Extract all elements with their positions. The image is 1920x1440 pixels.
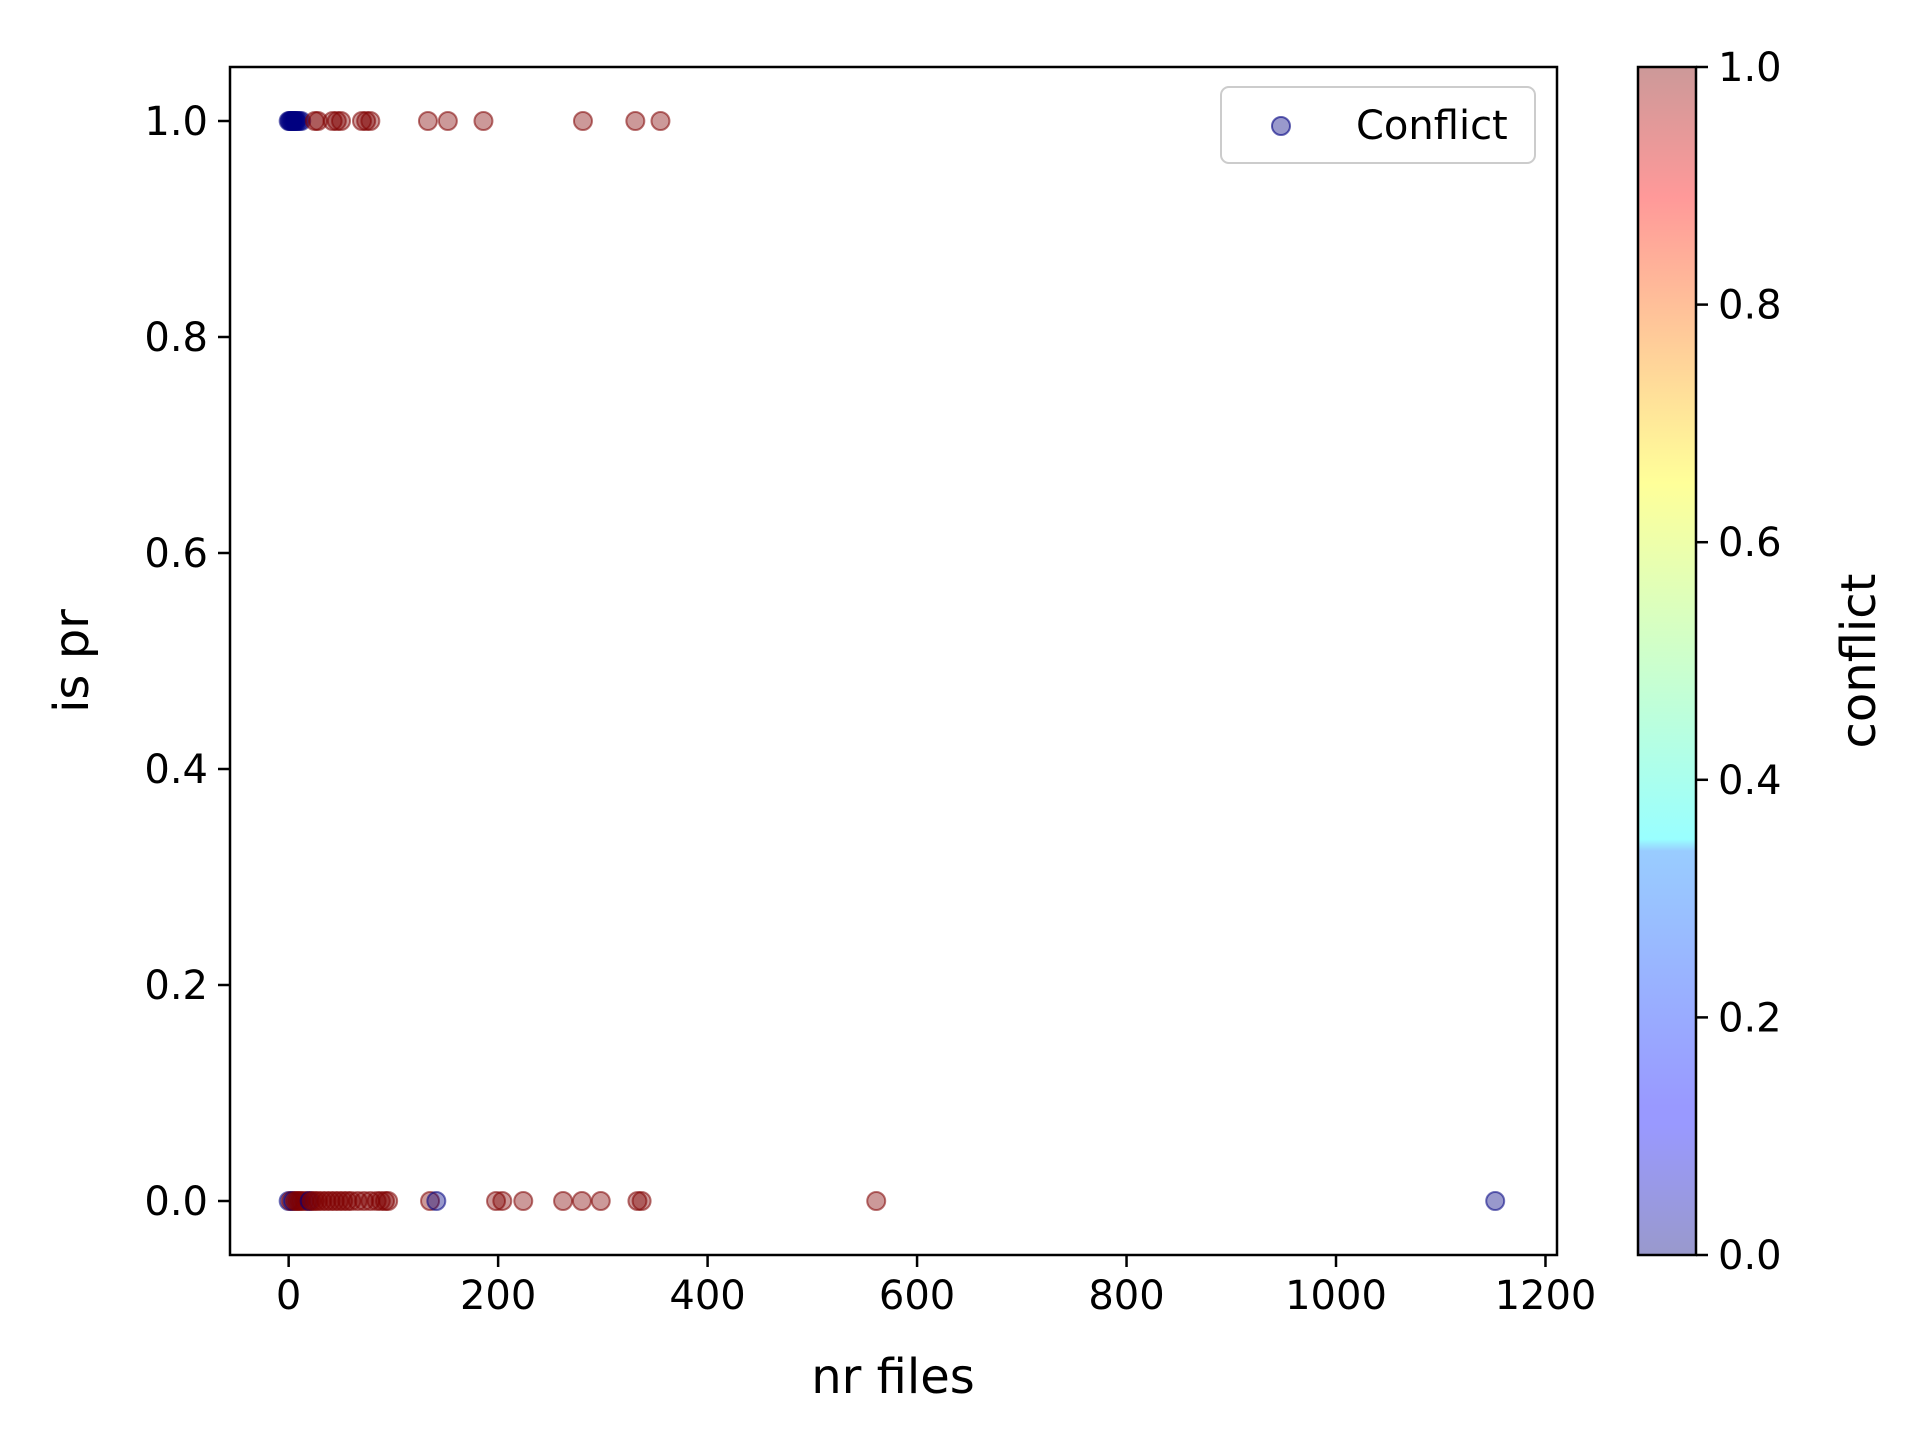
colorbar-tick-label: 1.0 — [1718, 45, 1782, 91]
data-point — [650, 111, 671, 131]
colorbar-tick-label: 0.8 — [1718, 283, 1782, 329]
x-tick-label: 1200 — [1495, 1273, 1597, 1319]
colorbar-frame — [1636, 65, 1698, 1257]
colorbar-tick-label: 0.6 — [1718, 520, 1782, 566]
data-point — [420, 1191, 441, 1211]
colorbar-tick-label: 0.2 — [1718, 995, 1782, 1041]
x-tick-label: 0 — [276, 1273, 301, 1319]
data-point — [1485, 1191, 1506, 1211]
y-tick-label: 0.8 — [144, 315, 208, 361]
x-tick-label: 200 — [460, 1273, 536, 1319]
data-point — [590, 1191, 611, 1211]
x-tick-label: 800 — [1088, 1273, 1164, 1319]
colorbar: 0.0 0.2 0.4 0.6 0.8 1.0 conflict — [1636, 45, 1887, 1279]
data-point — [571, 1191, 592, 1211]
legend: Conflict — [1220, 86, 1536, 164]
data-point — [378, 1191, 399, 1211]
data-point — [513, 1191, 534, 1211]
data-point — [417, 111, 438, 131]
y-tick-label: 0.2 — [144, 963, 208, 1009]
y-tick-label: 0.6 — [144, 531, 208, 577]
x-tick-label: 400 — [669, 1273, 745, 1319]
colorbar-label: conflict — [1831, 574, 1887, 749]
data-point — [631, 1191, 652, 1211]
x-tick-label: 1000 — [1285, 1273, 1387, 1319]
data-point — [291, 111, 312, 131]
x-axis: 0 200 400 600 800 1000 1200 — [276, 1255, 1596, 1319]
y-axis-label: is pr — [44, 609, 100, 713]
y-axis: 0.0 0.2 0.4 0.6 0.8 1.0 — [144, 99, 230, 1225]
colorbar-tick-label: 0.0 — [1718, 1233, 1782, 1279]
colorbar-tick-label: 0.4 — [1718, 758, 1782, 804]
data-point — [331, 111, 352, 131]
data-point — [625, 111, 646, 131]
data-point — [360, 111, 381, 131]
colorbar-ticks: 0.0 0.2 0.4 0.6 0.8 1.0 — [1696, 45, 1782, 1279]
data-point — [553, 1191, 574, 1211]
data-points — [278, 111, 1506, 1211]
legend-label: Conflict — [1356, 103, 1508, 149]
data-point — [866, 1191, 887, 1211]
data-point — [486, 1191, 507, 1211]
y-tick-label: 0.0 — [144, 1179, 208, 1225]
data-point — [437, 111, 458, 131]
legend-box — [1220, 86, 1536, 164]
data-point — [492, 1191, 513, 1211]
data-point — [572, 111, 593, 131]
data-point — [426, 1191, 447, 1211]
x-axis-label: nr files — [811, 1349, 975, 1405]
y-tick-label: 0.4 — [144, 747, 208, 793]
plot-frame — [228, 65, 1559, 1257]
y-tick-label: 1.0 — [144, 99, 208, 145]
x-tick-label: 600 — [879, 1273, 955, 1319]
data-point — [473, 111, 494, 131]
colorbar-gradient — [1638, 67, 1696, 1255]
legend-marker — [1271, 116, 1291, 136]
